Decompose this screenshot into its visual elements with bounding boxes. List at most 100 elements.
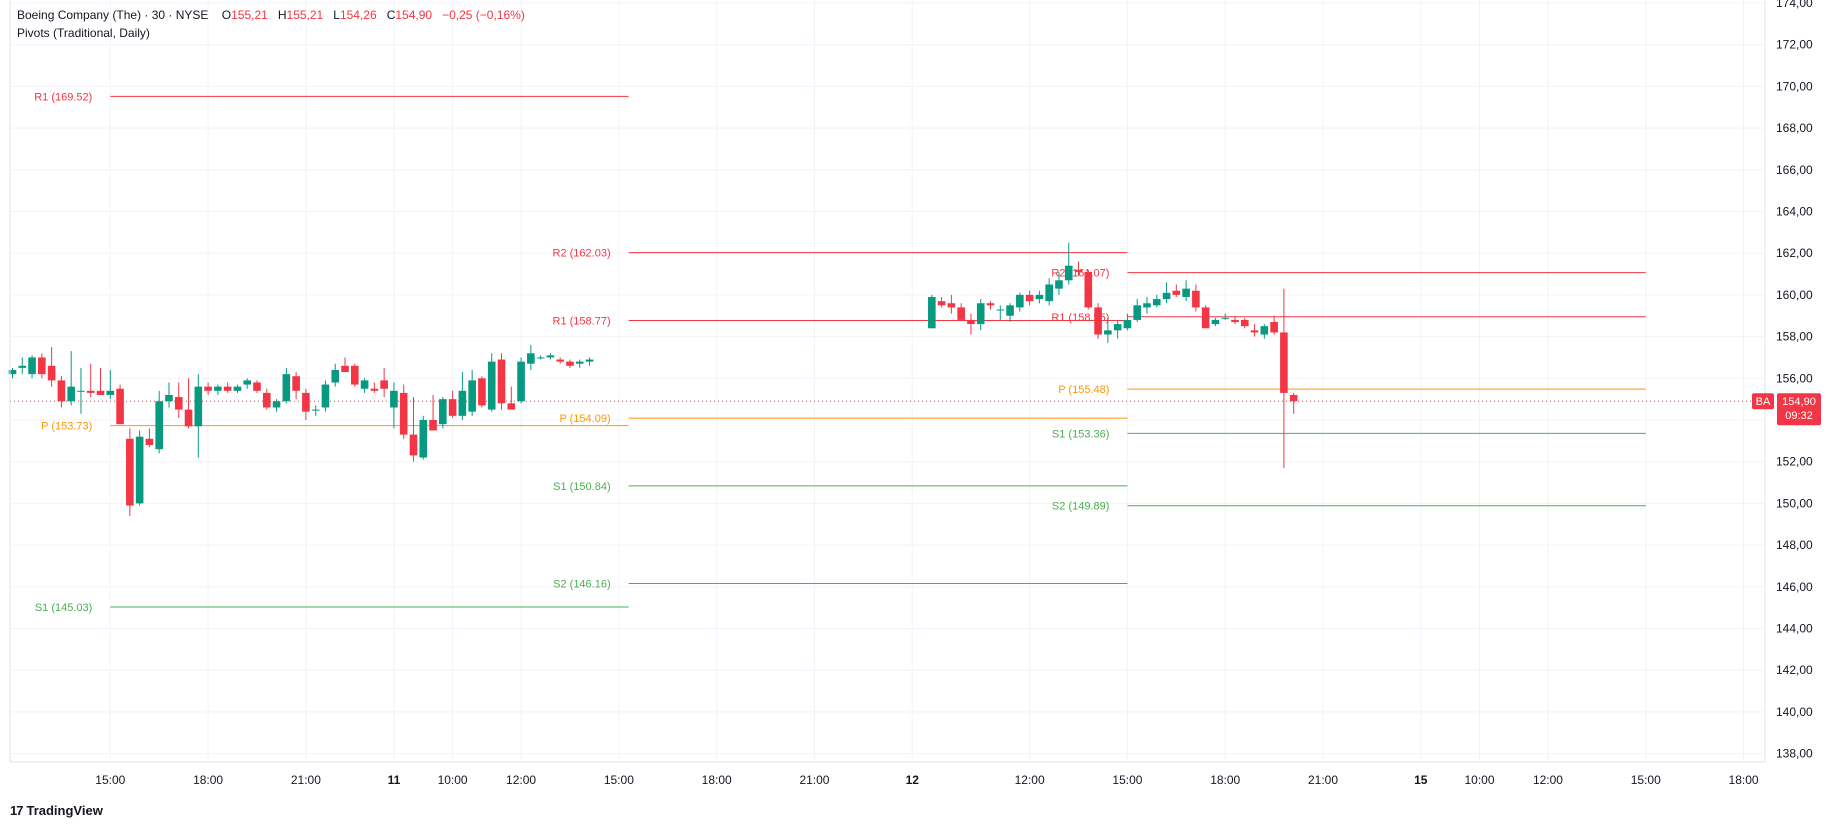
symbol-title[interactable]: Boeing Company (The) · 30 · NYSE — [17, 8, 209, 22]
y-tick-label: 138,00 — [1776, 747, 1813, 761]
grid — [10, 0, 1765, 762]
candle-body — [566, 361, 574, 366]
y-tick-label: 168,00 — [1776, 121, 1813, 135]
indicator-row[interactable]: Pivots (Traditional, Daily) — [17, 24, 525, 42]
candle-body — [1084, 271, 1093, 308]
y-tick-label: 152,00 — [1776, 455, 1813, 469]
open-value: 155,21 — [231, 8, 268, 22]
candle-body — [1270, 322, 1278, 333]
pivot-label: S1 (150.84) — [553, 481, 610, 493]
price-tag: BA 154,90 09:32 — [1752, 393, 1821, 426]
tradingview-brand[interactable]: 17 TradingView — [10, 803, 103, 818]
change-value: −0,25 (−0,16%) — [442, 8, 525, 22]
candle-body — [986, 303, 995, 306]
x-tick-label: 12 — [906, 773, 920, 787]
candle-body — [8, 369, 17, 375]
candle-body — [1231, 319, 1239, 323]
candle-body — [321, 384, 330, 408]
candle-body — [1045, 284, 1053, 302]
candle-body — [77, 390, 85, 392]
pivot-label: S2 (149.89) — [1052, 501, 1109, 513]
candle-body — [527, 353, 535, 364]
candle-body — [1104, 330, 1112, 335]
candle-body — [976, 303, 985, 325]
candle-body — [57, 380, 66, 402]
price-tag-countdown: 09:32 — [1785, 410, 1813, 422]
candle-body — [1152, 299, 1161, 306]
candle-body — [439, 399, 447, 425]
x-tick-label: 21:00 — [1308, 773, 1338, 787]
candle-body — [174, 397, 183, 410]
chart-legend: Boeing Company (The) · 30 · NYSE O155,21… — [17, 6, 525, 42]
candle-body — [1162, 292, 1171, 300]
candle-body — [517, 361, 525, 402]
y-tick-label: 172,00 — [1776, 38, 1813, 52]
y-tick-label: 156,00 — [1776, 371, 1813, 385]
high-label: H — [277, 8, 287, 22]
pivot-label: S2 (146.16) — [553, 578, 610, 590]
x-tick-label: 12:00 — [1533, 773, 1563, 787]
x-tick-label: 15:00 — [604, 773, 634, 787]
candle-body — [497, 359, 506, 404]
candle-body — [282, 374, 291, 402]
candle-body — [409, 434, 418, 456]
x-tick-label: 15:00 — [95, 773, 125, 787]
candle-body — [487, 361, 496, 410]
pivot-label: P (155.48) — [1058, 384, 1109, 396]
pivot-label: P (154.09) — [559, 413, 610, 425]
candle-body — [331, 369, 340, 383]
candle-body — [116, 388, 124, 425]
candle-body — [106, 390, 115, 395]
candle-body — [1064, 265, 1073, 281]
candle-body — [86, 390, 95, 393]
candle-body — [1211, 319, 1220, 325]
y-tick-label: 150,00 — [1776, 496, 1813, 510]
indicator-title[interactable]: Pivots (Traditional, Daily) — [17, 26, 150, 40]
candle-body — [194, 386, 203, 427]
candle-body — [507, 403, 516, 410]
open-label: O — [221, 8, 232, 22]
x-tick-label: 21:00 — [291, 773, 321, 787]
x-tick-label: 10:00 — [438, 773, 468, 787]
x-tick-label: 12:00 — [1015, 773, 1045, 787]
candle-body — [135, 436, 144, 504]
high-value: 155,21 — [286, 8, 324, 22]
x-tick-label: 15 — [1414, 773, 1428, 787]
candle-body — [536, 357, 545, 359]
y-tick-label: 164,00 — [1776, 205, 1813, 219]
candle-body — [380, 380, 388, 389]
candle-body — [575, 361, 584, 364]
candle-body — [1192, 290, 1200, 308]
candle-body — [165, 394, 173, 402]
close-label: C — [386, 8, 396, 22]
candle-body — [1240, 319, 1249, 327]
pivot-label: S1 (145.03) — [35, 602, 92, 614]
candle-body — [937, 301, 946, 306]
candle-body — [341, 365, 349, 373]
candle-body — [1182, 288, 1190, 297]
candle-body — [928, 296, 936, 329]
candle-body — [1074, 269, 1083, 272]
y-tick-label: 146,00 — [1776, 580, 1813, 594]
candle-body — [184, 409, 193, 427]
x-tick-label: 18:00 — [1210, 773, 1240, 787]
brand-name: TradingView — [26, 803, 103, 818]
candle-body — [1113, 324, 1122, 331]
x-tick-label: 10:00 — [1464, 773, 1494, 787]
candle-body — [1094, 307, 1102, 335]
candle-body — [1025, 294, 1034, 302]
y-tick-label: 174,00 — [1776, 0, 1813, 10]
candle-body — [390, 390, 398, 408]
candle-body — [243, 380, 252, 385]
candle-body — [204, 386, 212, 391]
candle-body — [370, 388, 379, 391]
candle-body — [1035, 294, 1044, 300]
x-tick-label: 12:00 — [506, 773, 536, 787]
candle-body — [1172, 290, 1181, 295]
candle-body — [38, 357, 46, 375]
candle-body — [468, 380, 476, 412]
pivot-label: R2 (161.07) — [1051, 268, 1109, 280]
y-tick-label: 148,00 — [1776, 538, 1813, 552]
